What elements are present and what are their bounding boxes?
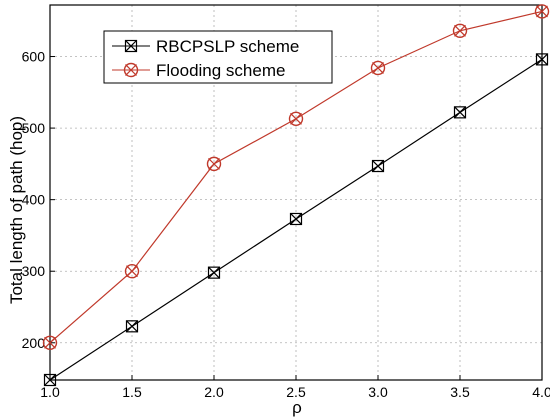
legend-marker [123,62,139,78]
marker-box [453,106,467,119]
marker-cross [290,213,302,225]
marker-circle [288,111,304,126]
x-tick-label: 2.5 [286,384,306,400]
marker-circle [124,264,140,279]
marker-cross [44,336,56,349]
x-axis-title: ρ [292,398,302,417]
marker-cross [454,24,466,37]
data-point [452,23,468,38]
marker-cross [126,265,138,278]
marker-box [371,159,385,173]
marker-cross [372,160,384,172]
marker-cross [536,53,548,66]
data-point [371,159,385,173]
marker-cross [372,62,384,74]
x-tick-label: 2.0 [204,384,224,400]
y-tick-label: 200 [22,335,46,351]
y-axis-title: Total length of path (hop) [7,116,26,304]
data-point [124,264,140,279]
marker-cross [44,374,56,386]
marker-circle [206,156,222,172]
data-point [534,4,550,19]
marker-circle [452,23,468,38]
y-tick-label: 400 [22,192,46,208]
data-point [43,373,57,387]
marker-box [289,212,303,226]
marker-cross [208,157,220,170]
marker-box [43,373,57,387]
legend-label-rbcpslp: RBCPSLP scheme [156,37,299,56]
marker-cross [454,106,466,119]
x-tick-label: 3.5 [450,384,470,400]
legend-marker [124,39,138,53]
data-point [370,60,386,76]
y-axis-ticks: 200 300 400 500 600 [22,49,55,351]
marker-cross [290,112,302,125]
marker-box [207,266,221,279]
x-tick-label: 1.5 [122,384,142,400]
data-point [206,156,222,172]
marker-cross [125,40,137,52]
legend: RBCPSLP scheme Flooding scheme [103,30,333,84]
x-tick-label: 4.0 [532,384,550,400]
marker-box [125,320,139,333]
data-point [125,320,139,333]
y-tick-label: 300 [22,263,46,279]
marker-circle [370,60,386,76]
legend-entry-rbcpslp: RBCPSLP scheme [112,37,299,56]
marker-cross [125,64,137,76]
marker-box [535,53,549,66]
x-axis-ticks: 1.0 1.5 2.0 2.5 3.0 3.5 4.0 [40,375,550,400]
marker-box [124,39,138,53]
y-tick-label: 500 [22,120,46,136]
data-point [288,111,304,126]
marker-cross [208,266,220,279]
legend-marker-rbcpslp [124,39,138,53]
legend-entry-flooding: Flooding scheme [112,61,285,80]
legend-marker-flooding [123,62,139,78]
data-point [535,53,549,66]
data-point [42,335,58,350]
marker-cross [126,320,138,333]
marker-circle [123,62,139,78]
marker-cross [536,5,548,18]
y-tick-label: 600 [22,49,46,65]
x-tick-label: 3.0 [368,384,388,400]
data-point [207,266,221,279]
marker-circle [42,335,58,350]
data-point [289,212,303,226]
series-layer [42,4,550,387]
legend-box [103,30,333,84]
data-point [453,106,467,119]
marker-circle [534,4,550,19]
legend-label-flooding: Flooding scheme [156,61,285,80]
x-tick-label: 1.0 [40,384,60,400]
